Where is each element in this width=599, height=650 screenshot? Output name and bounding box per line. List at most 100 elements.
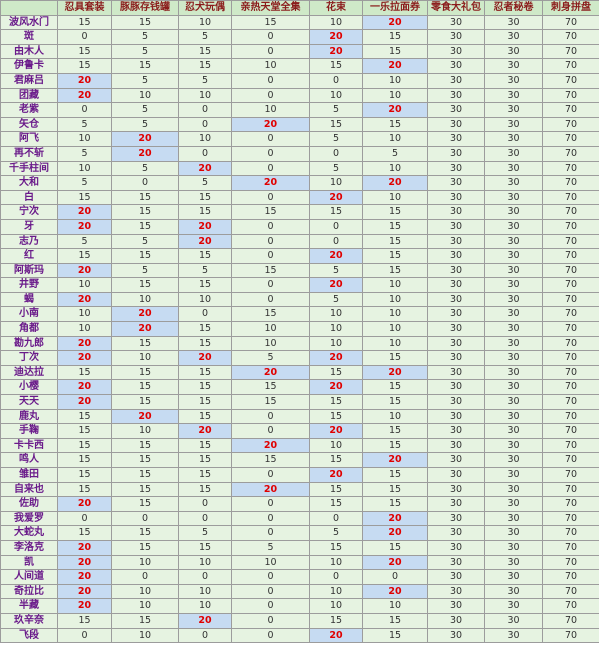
- table-row: 红 15 15 15 0 20 15 30 30 70: [0, 248, 599, 264]
- table-row: 千手柱间 10 5 20 0 5 10 30 30 70: [0, 160, 599, 177]
- table-row: 志乃 5 5 20 0 0 15 30 30 70: [0, 233, 599, 250]
- gift-value-cell: 30: [427, 583, 485, 600]
- gift-value-cell: 15: [309, 116, 363, 133]
- gift-value-cell: 15: [178, 437, 232, 454]
- gift-value-cell: 10: [57, 321, 112, 337]
- gift-value-cell: 15: [362, 394, 428, 410]
- character-name: 井野: [0, 277, 58, 293]
- gift-value-cell: 30: [427, 335, 485, 352]
- gift-value-cell: 0: [231, 233, 310, 250]
- gift-value-cell: 30: [484, 204, 543, 220]
- gift-value-cell: 70: [542, 43, 599, 60]
- gift-value-cell: 30: [427, 569, 485, 585]
- gift-value-cell: 20: [309, 627, 363, 644]
- gift-value-cell: 70: [542, 408, 599, 425]
- gift-value-cell: 5: [178, 72, 232, 89]
- gift-value-cell: 20: [309, 379, 363, 396]
- gift-value-cell: 15: [111, 189, 179, 206]
- table-row: 鹿丸 15 20 15 0 15 10 30 30 70: [0, 408, 599, 425]
- gift-value-cell: 30: [427, 510, 485, 527]
- gift-value-cell: 15: [111, 58, 179, 74]
- gift-value-cell: 15: [309, 481, 363, 498]
- gift-value-cell: 20: [309, 29, 363, 45]
- gift-value-cell: 30: [427, 102, 485, 118]
- gift-value-cell: 15: [111, 218, 179, 235]
- character-name: 玖辛奈: [0, 612, 58, 629]
- gift-value-cell: 15: [309, 452, 363, 468]
- gift-value-cell: 0: [231, 627, 310, 644]
- gift-value-cell: 5: [57, 233, 112, 250]
- gift-value-cell: 30: [427, 467, 485, 483]
- gift-value-cell: 70: [542, 525, 599, 541]
- gift-value-cell: 15: [111, 248, 179, 264]
- gift-value-cell: 30: [427, 350, 485, 366]
- gift-value-cell: 5: [111, 43, 179, 60]
- gift-value-cell: 10: [111, 583, 179, 600]
- gift-value-cell: 5: [57, 116, 112, 133]
- gift-value-cell: 70: [542, 189, 599, 206]
- gift-value-cell: 20: [362, 510, 428, 527]
- gift-value-cell: 15: [178, 364, 232, 381]
- gift-value-cell: 15: [309, 58, 363, 74]
- gift-value-cell: 0: [231, 189, 310, 206]
- table-row: 李洛克 20 15 15 5 15 15 30 30 70: [0, 539, 599, 556]
- gift-value-cell: 20: [362, 554, 428, 571]
- gift-value-cell: 10: [57, 277, 112, 293]
- gift-value-cell: 20: [309, 423, 363, 439]
- character-name: 手鞠: [0, 423, 58, 439]
- gift-value-cell: 20: [57, 569, 112, 585]
- gift-value-cell: 0: [231, 569, 310, 585]
- character-name: 牙: [0, 218, 58, 235]
- gift-value-cell: 70: [542, 14, 599, 31]
- gift-value-cell: 10: [231, 102, 310, 118]
- gift-value-cell: 20: [57, 291, 112, 308]
- gift-value-cell: 10: [231, 321, 310, 337]
- gift-value-cell: 30: [484, 160, 543, 177]
- gift-value-cell: 15: [178, 481, 232, 498]
- gift-value-cell: 0: [309, 218, 363, 235]
- gift-value-cell: 20: [57, 87, 112, 104]
- gift-value-cell: 0: [231, 423, 310, 439]
- gift-value-cell: 15: [178, 379, 232, 396]
- gift-value-cell: 0: [57, 510, 112, 527]
- gift-value-cell: 70: [542, 116, 599, 133]
- gift-value-cell: 20: [309, 248, 363, 264]
- gift-value-cell: 0: [178, 306, 232, 323]
- gift-value-cell: 20: [57, 204, 112, 220]
- character-name: 飞段: [0, 627, 58, 644]
- gift-value-cell: 30: [484, 218, 543, 235]
- gift-value-cell: 30: [484, 43, 543, 60]
- gift-value-cell: 5: [309, 102, 363, 118]
- gift-value-cell: 10: [111, 554, 179, 571]
- gift-value-cell: 30: [427, 496, 485, 512]
- table-row: 波风水门 15 15 10 15 10 20 30 30 70: [0, 14, 599, 31]
- gift-value-cell: 10: [231, 335, 310, 352]
- gift-value-cell: 0: [178, 145, 232, 162]
- gift-value-cell: 70: [542, 554, 599, 571]
- gift-value-cell: 15: [362, 612, 428, 629]
- gift-value-cell: 10: [309, 14, 363, 31]
- table-row: 天天 20 15 15 15 15 15 30 30 70: [0, 394, 599, 410]
- gift-value-cell: 15: [362, 539, 428, 556]
- gift-value-cell: 30: [427, 598, 485, 614]
- gift-value-cell: 0: [231, 145, 310, 162]
- gift-value-cell: 30: [484, 496, 543, 512]
- gift-value-cell: 10: [178, 291, 232, 308]
- gift-value-cell: 20: [309, 189, 363, 206]
- table-row: 阿斯玛 20 5 5 15 5 15 30 30 70: [0, 262, 599, 279]
- gift-value-cell: 15: [362, 218, 428, 235]
- gift-value-cell: 0: [309, 145, 363, 162]
- gift-value-cell: 15: [111, 481, 179, 498]
- gift-value-cell: 0: [231, 277, 310, 293]
- gift-value-cell: 15: [362, 248, 428, 264]
- gift-value-cell: 30: [427, 87, 485, 104]
- table-row: 勘九郎 20 15 15 10 10 10 30 30 70: [0, 335, 599, 352]
- gift-value-cell: 15: [57, 248, 112, 264]
- gift-value-cell: 70: [542, 160, 599, 177]
- gift-value-cell: 30: [484, 437, 543, 454]
- gift-value-cell: 30: [484, 189, 543, 206]
- gift-value-cell: 15: [309, 612, 363, 629]
- gift-value-cell: 30: [427, 116, 485, 133]
- table-row: 牙 20 15 20 0 0 15 30 30 70: [0, 218, 599, 235]
- gift-value-cell: 15: [178, 394, 232, 410]
